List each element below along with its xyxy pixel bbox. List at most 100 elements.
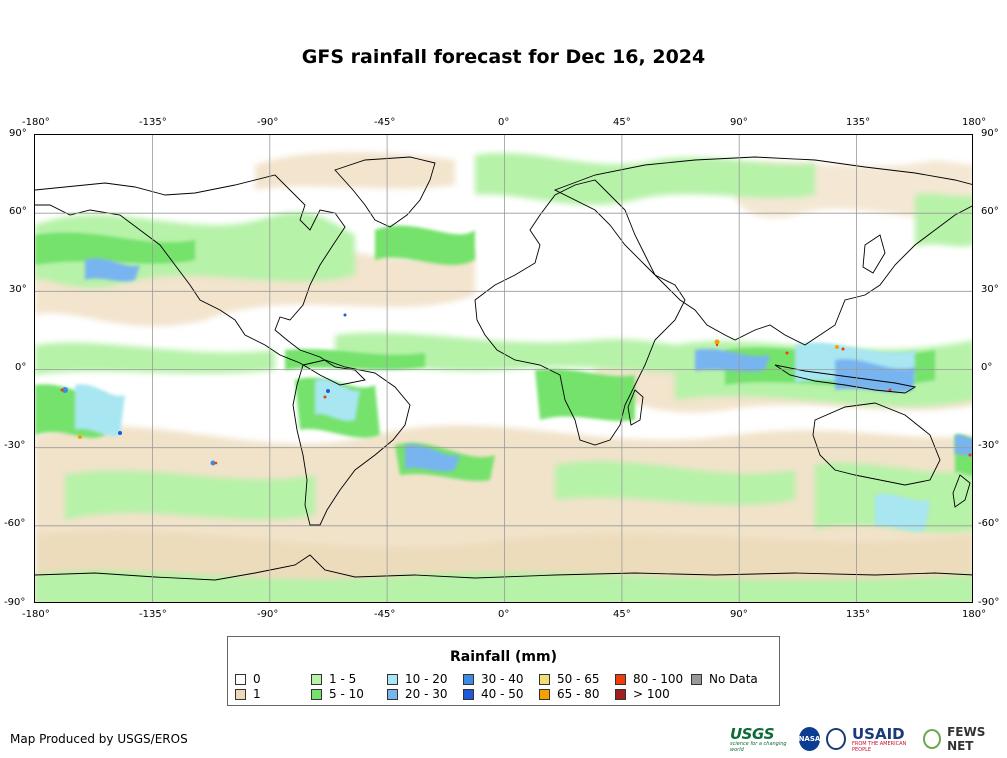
legend-item: 30 - 40: [463, 672, 524, 686]
legend-item: > 100: [615, 687, 670, 701]
indonesia-outline: [774, 364, 917, 394]
legend-item: 1: [235, 687, 261, 701]
rainfall-legend: Rainfall (mm) 0 1 1 - 5 5 - 10 10 - 20 2…: [227, 636, 780, 706]
legend-swatch: [235, 673, 246, 685]
usgs-tagline: science for a changing world: [730, 741, 787, 753]
legend-label: 0: [253, 672, 261, 686]
legend-swatch: [387, 673, 398, 685]
lon-tick: -180°: [22, 117, 50, 128]
map-credit: Map Produced by USGS/EROS: [10, 732, 188, 746]
lat-tick: 90°: [981, 128, 999, 139]
legend-item: 0: [235, 672, 261, 686]
legend-item: 20 - 30: [387, 687, 448, 701]
south-america-outline: [292, 359, 411, 526]
lat-tick: 0°: [981, 362, 993, 373]
partner-logos: USGS science for a changing world NASA U…: [730, 724, 1007, 754]
new-zealand-outline: [952, 474, 971, 508]
japan-outline: [862, 234, 886, 274]
lon-tick: 180°: [962, 609, 987, 620]
fews-net-icon: [923, 729, 942, 749]
nasa-logo: NASA: [798, 727, 821, 751]
lon-tick: 135°: [846, 609, 871, 620]
lon-tick: 45°: [613, 117, 631, 128]
legend-label: 30 - 40: [481, 672, 524, 686]
lon-tick: -135°: [139, 609, 167, 620]
australia-outline: [812, 402, 941, 486]
nasa-logo-text: NASA: [798, 735, 821, 743]
legend-swatch: [463, 688, 474, 700]
lon-tick: 45°: [613, 609, 631, 620]
legend-swatch: [235, 688, 246, 700]
usaid-logo-text: USAID: [851, 725, 905, 743]
lon-tick: -45°: [374, 117, 396, 128]
lon-tick: -135°: [139, 117, 167, 128]
fews-net-logo: FEWS NET: [947, 725, 986, 753]
legend-swatch: [463, 673, 474, 685]
legend-swatch: [539, 688, 550, 700]
north-america-outline: [35, 174, 366, 386]
lat-tick: -90°: [978, 597, 1000, 608]
legend-label: No Data: [709, 672, 758, 686]
lon-tick: 0°: [498, 609, 510, 620]
lat-tick: 90°: [9, 128, 27, 139]
legend-swatch: [615, 673, 626, 685]
lon-tick: 0°: [498, 117, 510, 128]
legend-label: 10 - 20: [405, 672, 448, 686]
legend-title: Rainfall (mm): [450, 649, 557, 665]
legend-item: 80 - 100: [615, 672, 683, 686]
lon-tick: 90°: [730, 117, 748, 128]
greenland-outline: [334, 156, 436, 228]
lat-tick: 0°: [15, 362, 27, 373]
lon-tick: 90°: [730, 609, 748, 620]
legend-label: 5 - 10: [329, 687, 364, 701]
legend-swatch: [387, 688, 398, 700]
lat-tick: -60°: [4, 518, 26, 529]
legend-item: 65 - 80: [539, 687, 600, 701]
legend-label: 80 - 100: [633, 672, 684, 686]
legend-item: No Data: [691, 672, 758, 686]
usaid-tagline: FROM THE AMERICAN PEOPLE: [851, 741, 907, 753]
legend-swatch: [311, 673, 322, 685]
lat-tick: 30°: [9, 284, 27, 295]
coastlines: [35, 156, 972, 581]
graticule: [35, 135, 972, 602]
legend-item: 5 - 10: [311, 687, 364, 701]
lat-tick: -90°: [4, 597, 26, 608]
lon-tick: -90°: [257, 117, 279, 128]
lon-tick: -90°: [257, 609, 279, 620]
legend-item: 50 - 65: [539, 672, 600, 686]
legend-item: 40 - 50: [463, 687, 524, 701]
legend-label: > 100: [633, 687, 670, 701]
legend-swatch: [539, 673, 550, 685]
legend-label: 40 - 50: [481, 687, 524, 701]
lat-tick: 30°: [981, 284, 999, 295]
europe-africa-outline: [474, 179, 686, 446]
asia-outline: [553, 156, 972, 346]
antarctica-outline: [35, 554, 972, 581]
rainfall-map-canvas: [35, 135, 972, 602]
lat-tick: 60°: [9, 206, 27, 217]
legend-item: 1 - 5: [311, 672, 356, 686]
legend-swatch: [615, 688, 626, 700]
legend-label: 65 - 80: [557, 687, 600, 701]
lat-tick: -30°: [978, 440, 1000, 451]
lon-tick: 180°: [962, 117, 987, 128]
legend-swatch: [311, 688, 322, 700]
usaid-logo: USAID FROM THE AMERICAN PEOPLE: [852, 725, 917, 753]
rain-band-heavy: [60, 313, 972, 466]
usaid-seal-icon: [826, 728, 846, 750]
legend-label: 50 - 65: [557, 672, 600, 686]
lon-tick: -180°: [22, 609, 50, 620]
madagascar-outline: [627, 389, 644, 426]
legend-label: 1: [253, 687, 261, 701]
legend-swatch: [691, 673, 702, 685]
legend-label: 20 - 30: [405, 687, 448, 701]
lon-tick: 135°: [846, 117, 871, 128]
lat-tick: -30°: [4, 440, 26, 451]
usgs-logo-text: USGS: [730, 725, 775, 743]
rain-band-10-30mm: [75, 258, 972, 532]
usgs-logo: USGS science for a changing world: [730, 725, 793, 753]
legend-item: 10 - 20: [387, 672, 448, 686]
lat-tick: -60°: [978, 518, 1000, 529]
legend-label: 1 - 5: [329, 672, 357, 686]
